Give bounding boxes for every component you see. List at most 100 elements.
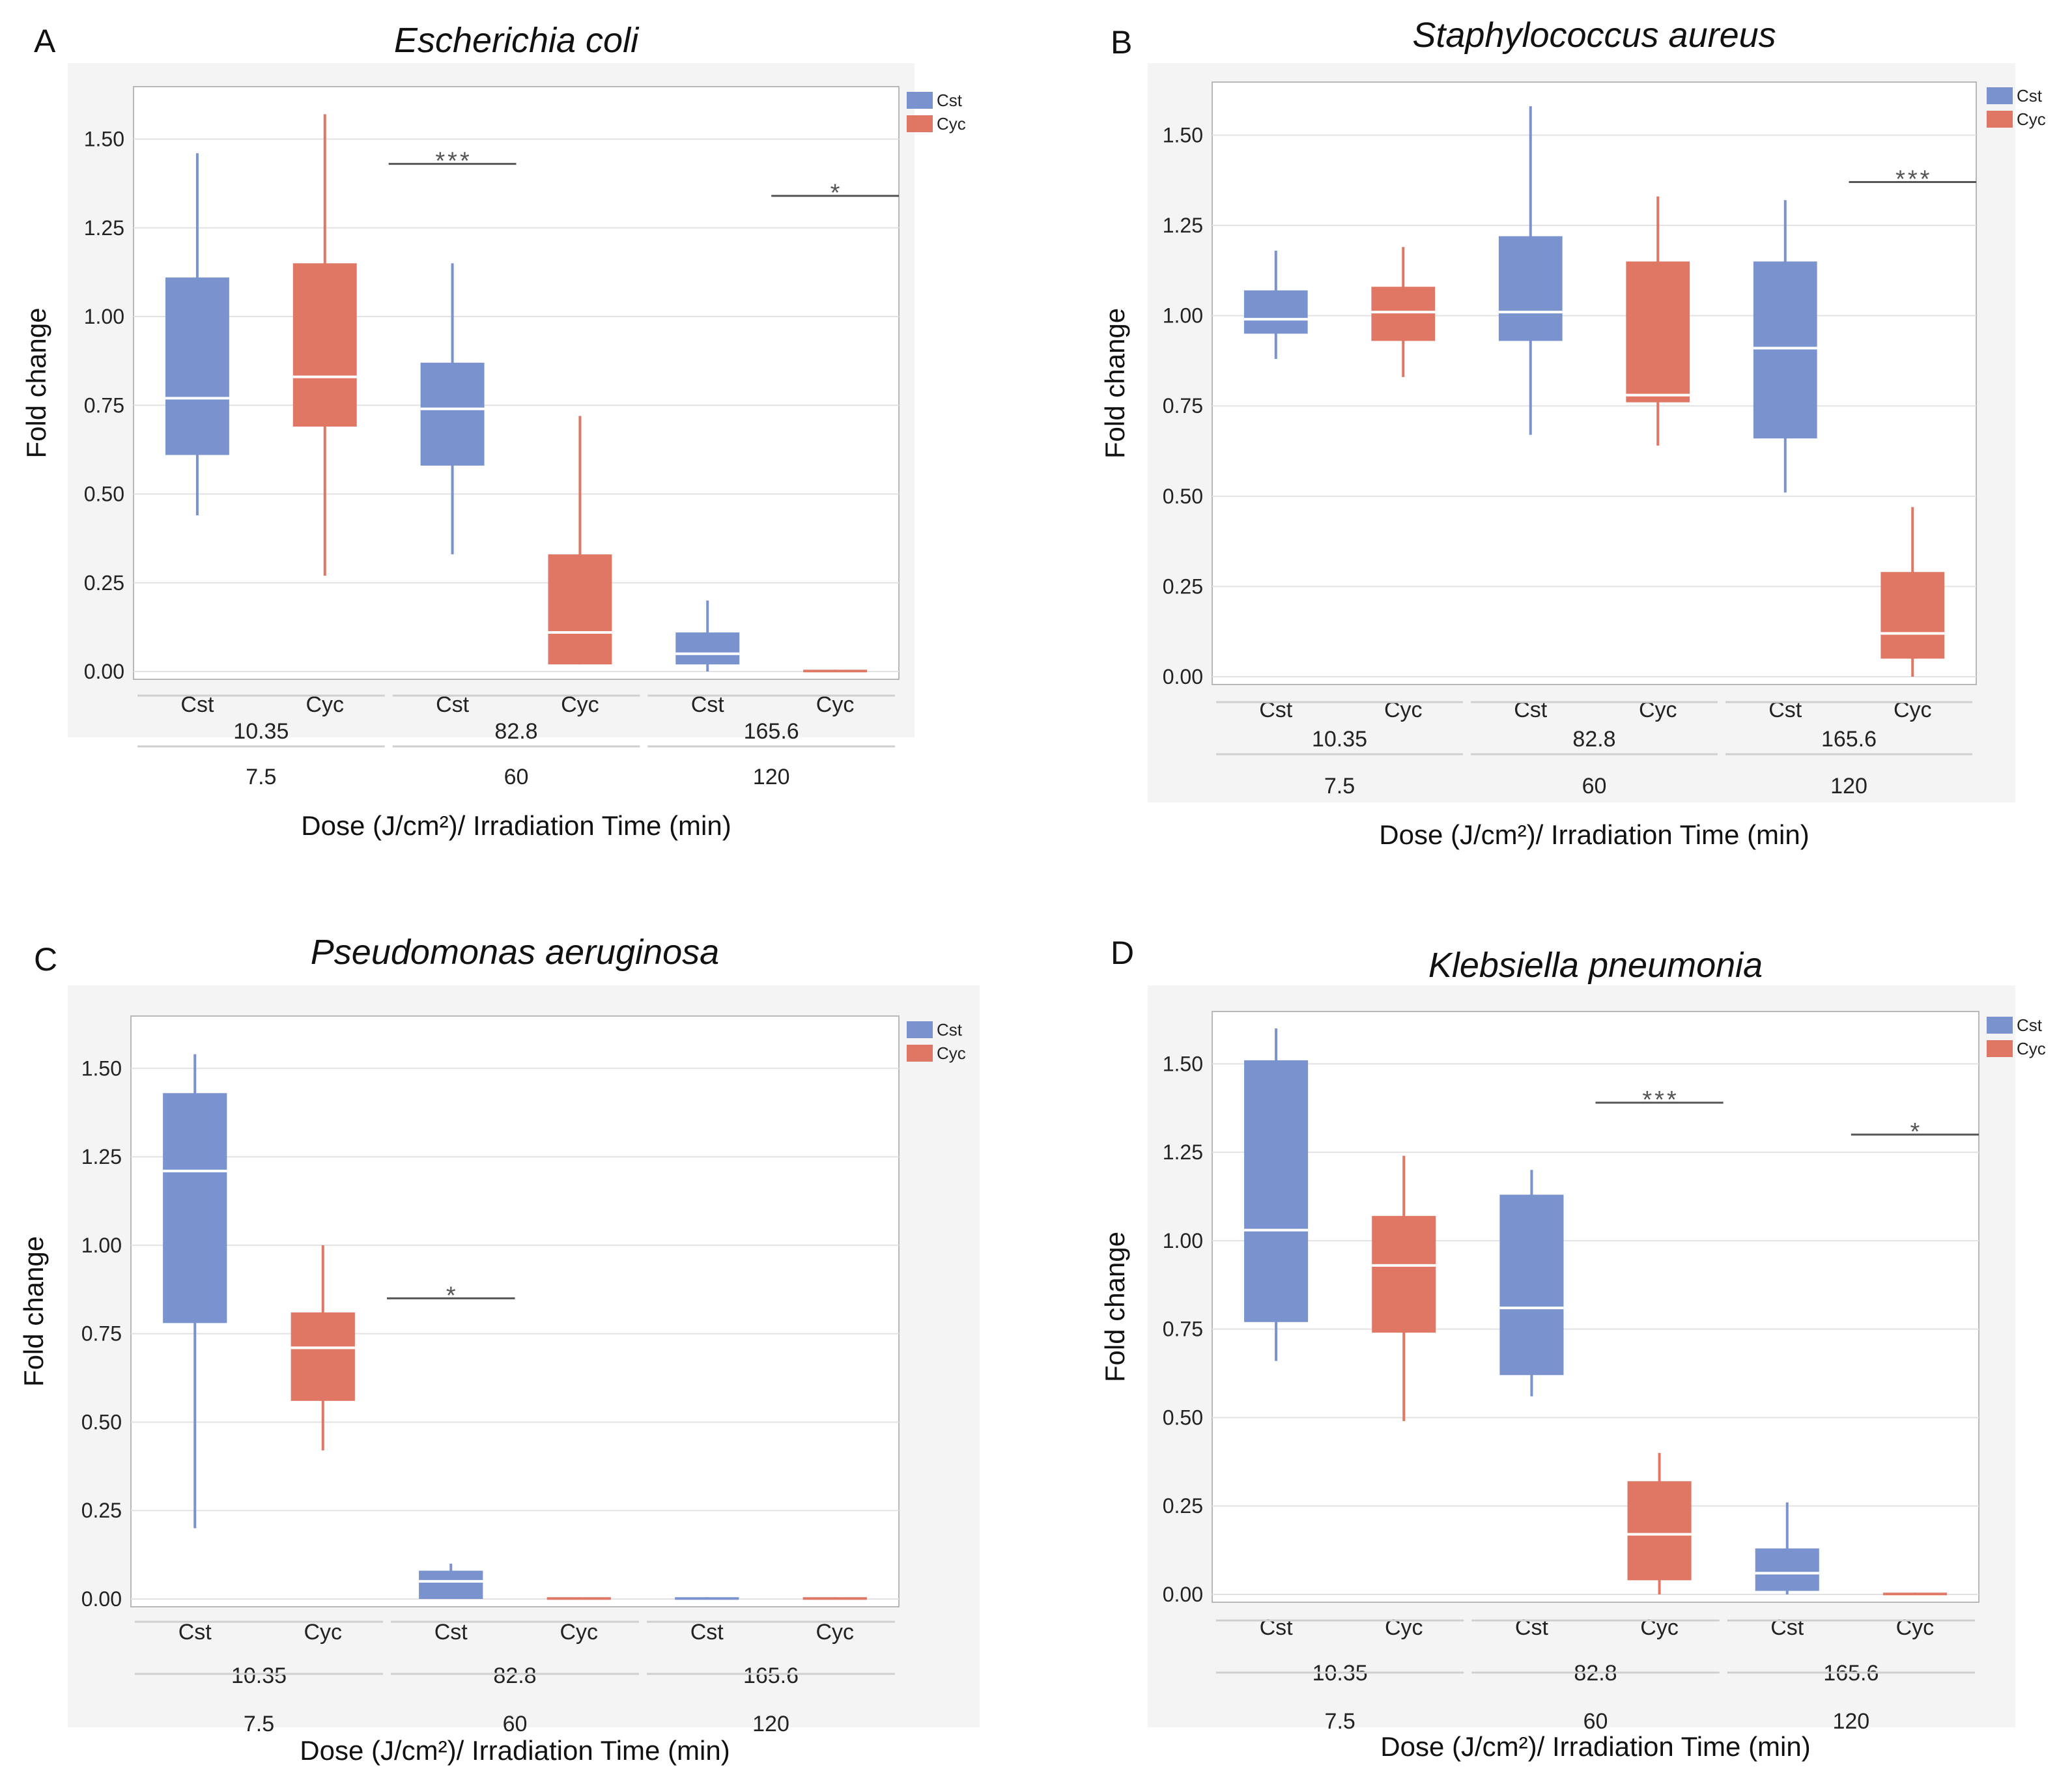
legend: Cst Cyc bbox=[907, 1020, 966, 1063]
significance-label: * bbox=[1910, 1118, 1923, 1146]
x-category-label: Cyc bbox=[560, 1620, 598, 1645]
box-cst-5 bbox=[675, 601, 740, 672]
dose-label: 10.35 bbox=[233, 719, 289, 744]
dose-label: 82.8 bbox=[494, 719, 537, 744]
x-category-label: Cyc bbox=[1385, 1615, 1423, 1640]
box-body bbox=[165, 277, 229, 455]
box-body bbox=[1244, 1060, 1309, 1322]
time-label: 60 bbox=[504, 765, 529, 789]
box-cyc-6 bbox=[803, 670, 868, 673]
box-cyc-2 bbox=[291, 1245, 355, 1450]
y-tick-label: 0.25 bbox=[84, 571, 124, 595]
box-body bbox=[1498, 236, 1563, 341]
time-label: 7.5 bbox=[244, 1712, 274, 1736]
box-body bbox=[803, 670, 868, 673]
legend-label: Cst bbox=[2017, 86, 2043, 106]
y-tick-label: 0.00 bbox=[84, 660, 124, 683]
y-tick-label: 0.75 bbox=[1163, 394, 1203, 417]
box-body bbox=[1880, 572, 1945, 659]
y-tick-label: 0.50 bbox=[84, 483, 124, 506]
legend-swatch-cyc bbox=[1987, 1040, 2013, 1057]
y-tick-label: 1.25 bbox=[1163, 1140, 1203, 1164]
chart-title: Klebsiella pneumonia bbox=[1428, 946, 1763, 985]
significance-label: *** bbox=[1642, 1086, 1679, 1114]
plot-area bbox=[133, 86, 900, 680]
legend-swatch-cst bbox=[907, 1021, 933, 1038]
y-tick-label: 0.50 bbox=[81, 1410, 122, 1434]
y-axis-title: Fold change bbox=[18, 1236, 49, 1387]
box-body bbox=[163, 1093, 227, 1323]
x-category-label: Cst bbox=[1515, 1615, 1549, 1640]
plot-area bbox=[1212, 1011, 1980, 1603]
dose-label: 165.6 bbox=[744, 719, 799, 744]
panel-b: 0.00 0.25 0.50 0.75 1.00 1.25 1.50 *** Cst Cyc Cst… bbox=[1100, 16, 2046, 850]
box-body bbox=[291, 1312, 355, 1401]
y-tick-label: 1.00 bbox=[1163, 1229, 1203, 1252]
legend-swatch-cyc bbox=[907, 115, 933, 132]
box-body bbox=[1627, 1481, 1692, 1581]
y-tick-label: 0.75 bbox=[81, 1322, 122, 1346]
significance-label: *** bbox=[435, 148, 472, 175]
significance-label: * bbox=[446, 1282, 459, 1309]
y-tick-label: 0.00 bbox=[1163, 665, 1203, 688]
significance-label: *** bbox=[1895, 166, 1932, 193]
box-cst-1 bbox=[1244, 1028, 1309, 1361]
x-category-label: Cyc bbox=[816, 1620, 854, 1645]
time-label: 120 bbox=[1830, 774, 1867, 799]
time-label: 7.5 bbox=[246, 765, 276, 789]
x-category-label: Cyc bbox=[1896, 1615, 1935, 1640]
x-category-label: Cyc bbox=[1640, 1615, 1679, 1640]
chart-title: Escherichia coli bbox=[394, 21, 640, 60]
box-body bbox=[1882, 1592, 1947, 1596]
y-tick-label: 1.25 bbox=[81, 1145, 122, 1168]
chart-title: Pseudomonas aeruginosa bbox=[311, 933, 719, 972]
y-tick-label: 1.25 bbox=[84, 216, 124, 240]
y-tick-label: 0.25 bbox=[1163, 1494, 1203, 1518]
y-tick-label: 1.00 bbox=[81, 1234, 122, 1257]
legend-label: Cyc bbox=[937, 1043, 966, 1063]
box-body bbox=[1372, 1215, 1436, 1333]
legend-label: Cst bbox=[2017, 1015, 2043, 1035]
x-axis-title: Dose (J/cm²)/ Irradiation Time (min) bbox=[300, 1735, 730, 1766]
x-category-label: Cst bbox=[1770, 1615, 1804, 1640]
y-tick-label: 0.25 bbox=[81, 1499, 122, 1522]
x-category-label: Cyc bbox=[304, 1620, 342, 1645]
box-body bbox=[802, 1597, 867, 1600]
box-body bbox=[1243, 290, 1308, 334]
box-body bbox=[1755, 1548, 1819, 1591]
x-category-label: Cst bbox=[690, 1620, 724, 1645]
box-cyc-6 bbox=[802, 1597, 867, 1600]
y-tick-label: 0.75 bbox=[84, 393, 124, 417]
y-tick-label: 1.25 bbox=[1163, 214, 1203, 237]
box-cst-5 bbox=[1755, 1502, 1819, 1594]
box-cyc-4 bbox=[1626, 196, 1690, 446]
box-body bbox=[675, 1597, 739, 1600]
panel-d: 0.000.250.500.751.001.251.50****Cst Cyc Cs… bbox=[1100, 935, 2046, 1762]
panel-letter: B bbox=[1111, 24, 1132, 61]
legend-swatch-cst bbox=[1987, 87, 2013, 104]
y-tick-label: 0.50 bbox=[1163, 485, 1203, 508]
box-body bbox=[292, 263, 357, 427]
box-cst-5 bbox=[675, 1597, 739, 1600]
box-cst-5 bbox=[1753, 200, 1817, 493]
box-cst-1 bbox=[165, 153, 229, 516]
box-body bbox=[1371, 287, 1436, 341]
box-cst-1 bbox=[163, 1054, 227, 1529]
time-label: 60 bbox=[1583, 1709, 1608, 1734]
box-body bbox=[675, 632, 740, 665]
dose-label: 10.35 bbox=[231, 1663, 287, 1688]
time-label: 120 bbox=[752, 1712, 789, 1736]
x-category-label: Cst bbox=[434, 1620, 468, 1645]
box-cst-3 bbox=[420, 263, 485, 555]
significance-label: * bbox=[830, 180, 843, 207]
y-tick-label: 0.25 bbox=[1163, 574, 1203, 598]
chart-title: Staphylococcus aureus bbox=[1412, 16, 1776, 55]
legend-label: Cyc bbox=[2017, 1039, 2046, 1058]
x-category-label: Cst bbox=[178, 1620, 212, 1645]
y-tick-label: 0.75 bbox=[1163, 1318, 1203, 1341]
y-axis-title: Fold change bbox=[1100, 1232, 1130, 1382]
dose-label: 165.6 bbox=[743, 1663, 799, 1688]
box-cyc-2 bbox=[292, 114, 357, 576]
x-axis-title: Dose (J/cm²)/ Irradiation Time (min) bbox=[1379, 819, 1809, 850]
x-category-label: Cst bbox=[1260, 1615, 1294, 1640]
